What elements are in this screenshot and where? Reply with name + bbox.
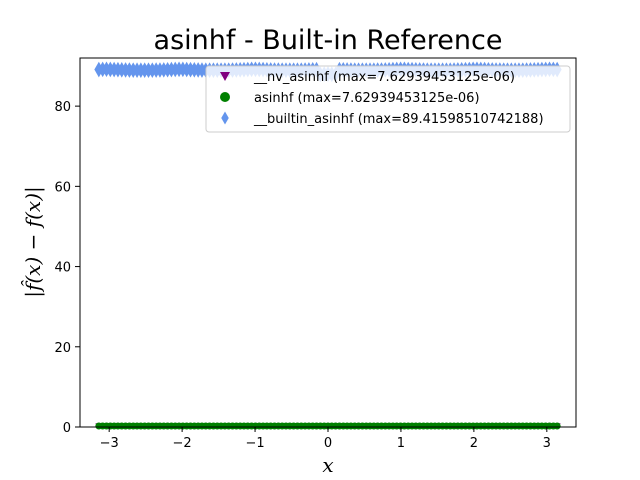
series-1 xyxy=(95,422,561,430)
legend-label: asinhf (max=7.62939453125e-06) xyxy=(254,91,480,106)
y-tick-label: 60 xyxy=(54,180,71,195)
x-axis-label: x xyxy=(322,453,333,477)
x-tick-label: 3 xyxy=(543,436,551,451)
x-axis: −3 −2 −1 0 1 2 3 xyxy=(100,427,551,451)
legend-marker xyxy=(220,72,230,81)
x-tick-label: 2 xyxy=(470,436,478,451)
x-tick-label: 1 xyxy=(397,436,405,451)
x-tick-label: −2 xyxy=(173,436,192,451)
data-point xyxy=(553,422,561,430)
legend-marker xyxy=(221,111,229,125)
legend-marker xyxy=(220,92,230,102)
y-tick-label: 20 xyxy=(54,341,71,356)
legend-label: __builtin_asinhf (max=89.41598510742188) xyxy=(253,112,544,127)
legend-label: __nv_asinhf (max=7.62939453125e-06) xyxy=(253,70,515,85)
chart-title: asinhf - Built-in Reference xyxy=(154,25,503,56)
y-tick-label: 80 xyxy=(54,100,71,115)
y-axis: 0 20 40 60 80 xyxy=(54,100,80,436)
legend-frame xyxy=(205,65,571,133)
x-tick-label: 0 xyxy=(324,436,332,451)
legend: __nv_asinhf (max=7.62939453125e-06) asinh… xyxy=(205,65,571,133)
y-tick-label: 0 xyxy=(63,421,71,436)
y-tick-label: 40 xyxy=(54,261,71,276)
x-tick-label: −1 xyxy=(245,436,264,451)
x-tick-label: −3 xyxy=(100,436,119,451)
y-axis-label: |f̂(x) − f(x)| xyxy=(21,186,46,298)
